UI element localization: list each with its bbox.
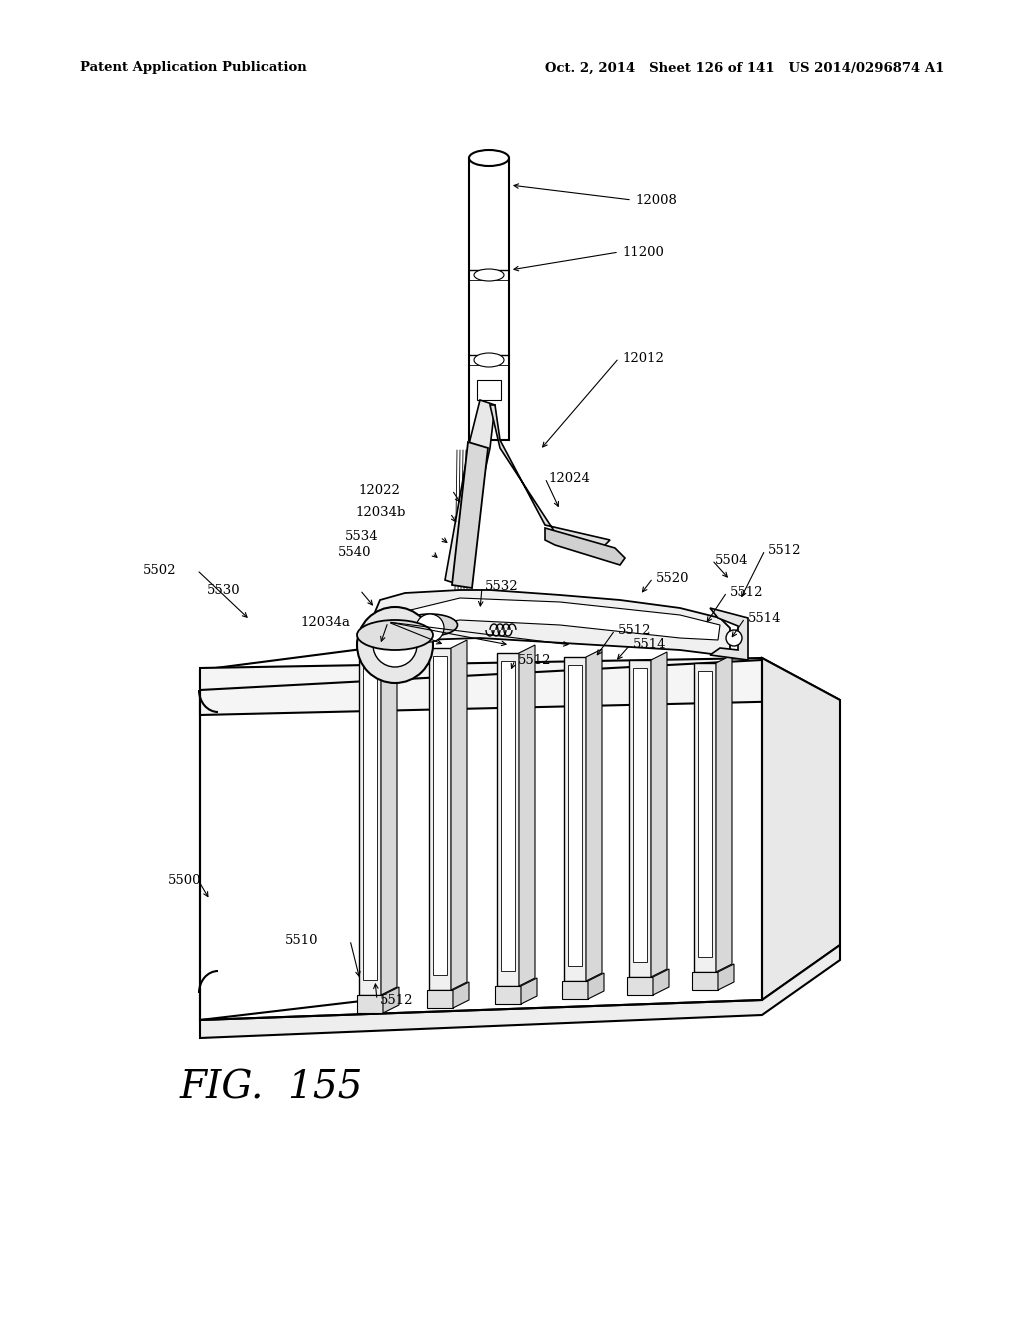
Polygon shape <box>429 648 451 990</box>
Polygon shape <box>562 981 588 999</box>
Text: 5532: 5532 <box>485 581 518 594</box>
Text: Oct. 2, 2014   Sheet 126 of 141   US 2014/0296874 A1: Oct. 2, 2014 Sheet 126 of 141 US 2014/02… <box>545 62 944 74</box>
Polygon shape <box>521 978 537 1005</box>
Text: 11200: 11200 <box>622 246 664 259</box>
Text: 12022: 12022 <box>358 483 400 496</box>
Text: 12012: 12012 <box>622 351 664 364</box>
Polygon shape <box>390 598 720 640</box>
Text: 5504: 5504 <box>715 553 749 566</box>
Polygon shape <box>453 982 469 1008</box>
Text: 5514: 5514 <box>748 611 781 624</box>
Text: 5512: 5512 <box>380 994 414 1006</box>
Polygon shape <box>445 400 495 585</box>
Circle shape <box>726 630 742 645</box>
Polygon shape <box>451 640 467 990</box>
Polygon shape <box>200 945 840 1038</box>
Polygon shape <box>718 964 734 990</box>
Text: 5540: 5540 <box>338 546 372 560</box>
Polygon shape <box>381 632 397 995</box>
Polygon shape <box>375 590 730 655</box>
Text: Patent Application Publication: Patent Application Publication <box>80 62 307 74</box>
Text: 12034a: 12034a <box>300 615 350 628</box>
Ellipse shape <box>402 614 458 636</box>
Polygon shape <box>383 987 399 1012</box>
Text: FIG.  155: FIG. 155 <box>180 1069 364 1106</box>
Polygon shape <box>698 671 712 957</box>
Polygon shape <box>452 442 488 587</box>
Text: 5512: 5512 <box>518 653 552 667</box>
Polygon shape <box>200 648 370 1020</box>
Polygon shape <box>469 158 509 440</box>
Polygon shape <box>651 652 667 977</box>
Circle shape <box>416 614 444 642</box>
Circle shape <box>357 607 433 682</box>
Text: 5500: 5500 <box>168 874 202 887</box>
Polygon shape <box>519 645 535 986</box>
Text: 5530: 5530 <box>207 583 241 597</box>
Polygon shape <box>694 663 716 972</box>
Polygon shape <box>564 657 586 981</box>
Polygon shape <box>710 609 748 660</box>
Polygon shape <box>692 972 718 990</box>
Polygon shape <box>501 661 515 972</box>
Text: 5502: 5502 <box>143 564 176 577</box>
Text: 5510: 5510 <box>285 933 318 946</box>
Ellipse shape <box>469 150 509 166</box>
Polygon shape <box>433 656 447 975</box>
Text: 12008: 12008 <box>635 194 677 206</box>
Polygon shape <box>588 973 604 999</box>
Polygon shape <box>427 990 453 1008</box>
Text: 12024: 12024 <box>548 471 590 484</box>
Text: 12034b: 12034b <box>355 507 406 520</box>
Polygon shape <box>497 653 519 986</box>
Polygon shape <box>477 380 501 400</box>
Polygon shape <box>362 648 377 979</box>
Text: 5512: 5512 <box>768 544 802 557</box>
Polygon shape <box>568 665 582 966</box>
Polygon shape <box>716 655 732 972</box>
Polygon shape <box>586 649 602 981</box>
Polygon shape <box>200 657 840 715</box>
Text: 5520: 5520 <box>656 572 689 585</box>
Ellipse shape <box>357 620 433 649</box>
Polygon shape <box>495 986 521 1005</box>
Polygon shape <box>762 657 840 1001</box>
Polygon shape <box>633 668 647 962</box>
Text: 5514: 5514 <box>633 639 667 652</box>
Polygon shape <box>545 528 625 565</box>
Polygon shape <box>627 977 653 995</box>
Circle shape <box>373 623 417 667</box>
Polygon shape <box>653 969 669 995</box>
Polygon shape <box>357 995 383 1012</box>
Text: 5512: 5512 <box>618 623 651 636</box>
Polygon shape <box>490 405 610 550</box>
Text: 5512: 5512 <box>730 586 764 598</box>
Text: 5534: 5534 <box>345 531 379 544</box>
Ellipse shape <box>474 269 504 281</box>
Ellipse shape <box>474 352 504 367</box>
Polygon shape <box>629 660 651 977</box>
Polygon shape <box>359 640 381 995</box>
